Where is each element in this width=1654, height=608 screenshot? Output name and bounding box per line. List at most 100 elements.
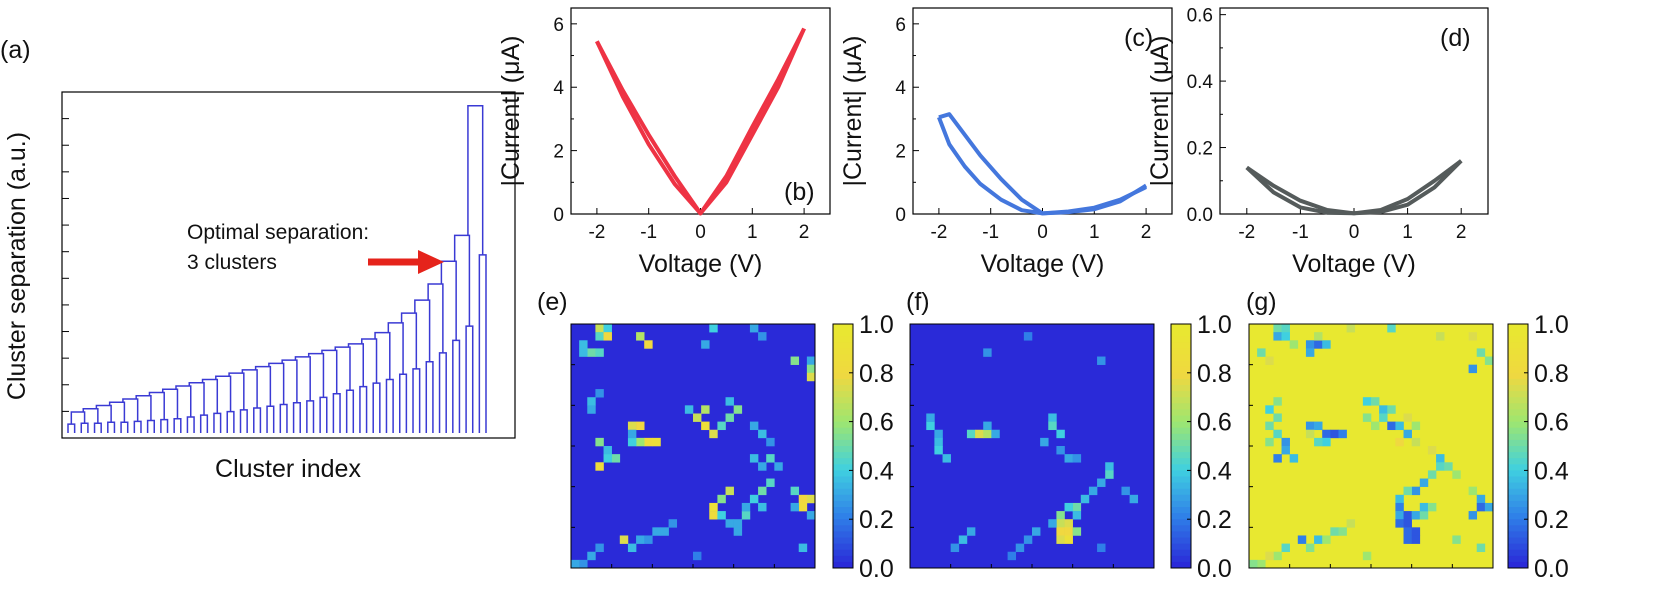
y-tick-label: 0 <box>553 205 564 226</box>
y-tick-label: 0.4 <box>1187 72 1214 93</box>
iv-curve <box>937 116 1147 216</box>
colorbar-segment <box>1508 549 1528 557</box>
y-tick-label: 0 <box>895 205 906 226</box>
dendrogram-link <box>146 419 156 433</box>
heatmap-cell <box>790 356 800 365</box>
y-tick-label: 6 <box>553 15 564 36</box>
colorbar-segment <box>1508 464 1528 471</box>
heatmap-cell <box>579 348 588 357</box>
colorbar-segment <box>1171 507 1191 514</box>
y-axis-label: |Current| (μA) <box>1146 35 1174 186</box>
colorbar-segment <box>833 464 853 471</box>
panel-c-label: (c) <box>1124 24 1153 52</box>
heatmap-cell <box>1322 437 1331 447</box>
colorbar-segment <box>1171 354 1191 362</box>
heatmap-cell <box>627 543 637 553</box>
heatmap-cell <box>587 348 596 357</box>
heatmap-cell <box>1048 413 1057 422</box>
dendrogram-tree <box>67 105 487 433</box>
colorbar-segment <box>833 482 853 490</box>
heatmap-cell <box>1403 413 1412 422</box>
colorbar-segment <box>833 372 853 380</box>
heatmap-cell <box>942 454 951 463</box>
colorbar-segment <box>833 494 853 502</box>
colorbar-segment <box>833 476 853 484</box>
dendrogram-link <box>279 403 288 433</box>
heatmap-cell <box>1395 519 1404 528</box>
y-tick-label: 0.0 <box>1187 205 1213 226</box>
heatmap-cell <box>1097 543 1106 553</box>
colorbar-segment <box>1508 427 1528 435</box>
colorbar-tick-label: 0.4 <box>1534 457 1569 485</box>
heatmap-cell <box>717 421 726 431</box>
colorbar-tick-label: 0.6 <box>1197 409 1232 437</box>
heatmap-cell <box>1403 527 1412 536</box>
colorbar-segment <box>1508 543 1528 551</box>
heatmap-cell <box>758 429 767 439</box>
colorbar-segment <box>833 360 853 368</box>
heatmap-cell <box>1314 340 1323 349</box>
heatmap-cell <box>587 397 596 406</box>
heatmap-cell <box>1346 324 1356 333</box>
dendrogram-link <box>427 283 444 353</box>
colorbar-segment <box>1508 439 1528 447</box>
dendrogram-link <box>228 372 245 410</box>
heatmap-cell <box>1064 527 1073 536</box>
heatmap-cell <box>806 364 816 374</box>
dendrogram-link <box>173 417 182 433</box>
colorbar-tick-label: 1.0 <box>1534 311 1569 339</box>
dendrogram-link <box>93 422 102 433</box>
heatmap-cell <box>1362 413 1372 422</box>
dendrogram-link <box>414 299 431 362</box>
heatmap-cell <box>1064 519 1073 528</box>
heatmap-cell <box>1281 324 1290 333</box>
colorbar-segment <box>1508 555 1528 563</box>
colorbar-segment <box>1508 397 1528 404</box>
y-tick-label: 4 <box>553 78 564 99</box>
colorbar-tick-label: 0.2 <box>1197 506 1232 534</box>
heatmap-cell <box>1056 519 1065 528</box>
heatmap-cell <box>701 340 710 349</box>
heatmap-cell <box>1289 340 1299 349</box>
colorbar-segment <box>833 324 853 331</box>
heatmap-cell <box>758 502 767 512</box>
dendrogram-link <box>292 401 301 433</box>
heatmap-cell <box>1305 340 1315 349</box>
heatmap-cell <box>1072 454 1082 463</box>
colorbar-segment <box>1508 452 1528 459</box>
heatmap-cell <box>749 494 759 504</box>
heatmap-cell <box>1072 527 1082 536</box>
heatmap-cell <box>1097 356 1106 365</box>
colorbar-segment <box>1171 537 1191 545</box>
dendrogram-link <box>80 422 89 433</box>
colorbar-segment <box>1508 403 1528 410</box>
heatmap-cell <box>725 486 734 496</box>
heatmap-cell <box>1411 486 1421 496</box>
heatmap-cell <box>958 535 968 544</box>
heatmap-cell <box>636 535 645 544</box>
colorbar-segment <box>1508 348 1528 355</box>
dendrogram-link <box>467 105 484 255</box>
colorbar-segment <box>1508 519 1528 526</box>
colorbar-segment <box>1508 366 1528 374</box>
heatmap-cell <box>1395 511 1404 520</box>
heatmap-cell <box>1444 462 1453 471</box>
heatmap-cell <box>1048 519 1057 528</box>
heatmap-cell <box>733 519 743 528</box>
dendrogram-link <box>161 388 179 419</box>
heatmap-cell <box>1427 446 1437 455</box>
heatmap-cell <box>595 462 604 471</box>
colorbar-segment <box>833 342 853 349</box>
panel-label: (g) <box>1246 288 1277 316</box>
heatmap-cell <box>790 502 800 512</box>
dendrogram-link <box>107 421 116 433</box>
dendrogram-link <box>372 382 381 433</box>
dendrogram-link <box>239 409 248 433</box>
dendrogram-link <box>465 325 474 433</box>
heatmap-cell <box>733 527 743 536</box>
dendrogram-link <box>361 338 378 384</box>
annotation-line-1: Optimal separation: <box>187 221 369 244</box>
dendrogram-link <box>398 373 408 433</box>
x-tick-label: -1 <box>640 222 657 243</box>
colorbar-segment <box>1171 366 1191 374</box>
